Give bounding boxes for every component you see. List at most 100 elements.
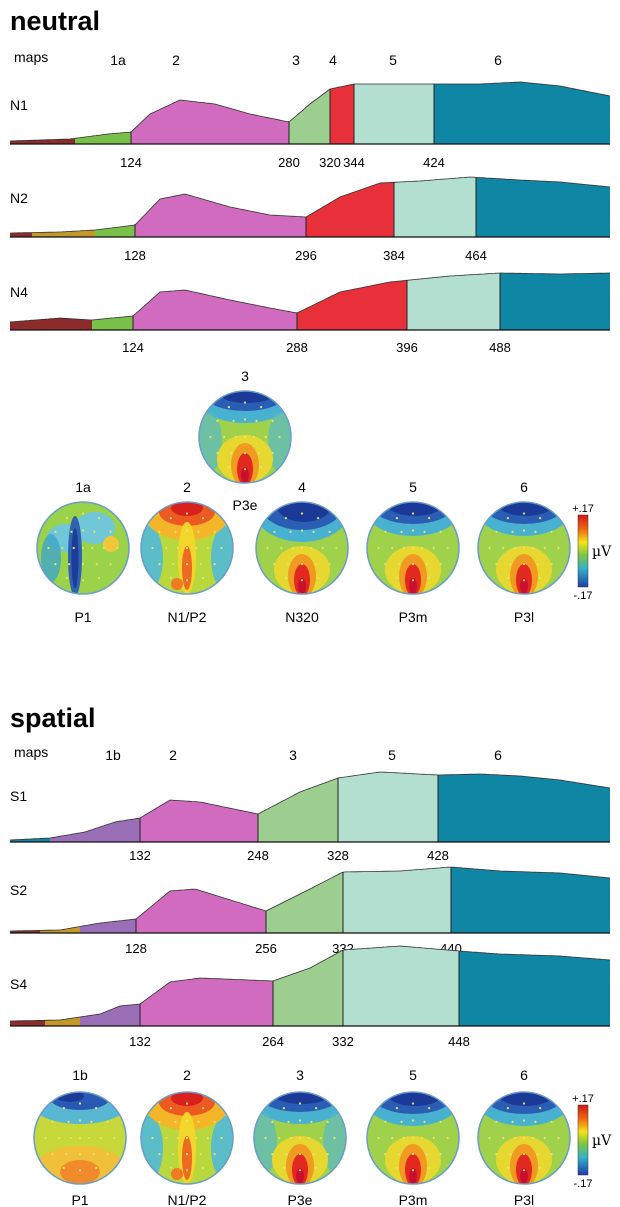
electrode-dot	[384, 1120, 387, 1123]
segment-area	[476, 177, 610, 237]
electrode-dot	[202, 576, 205, 580]
electrode-dot	[532, 546, 535, 550]
topomap-component: N320	[285, 609, 319, 625]
electrode-dot	[234, 435, 237, 439]
electrode-dot	[395, 1166, 398, 1169]
electrode-dot	[423, 1120, 426, 1123]
electrode-dot	[411, 546, 415, 550]
electrode-dot	[102, 546, 105, 550]
electrode-dot	[335, 546, 338, 550]
topomap	[140, 501, 234, 595]
electrode-dot	[300, 512, 304, 515]
boundary-label: 124	[120, 155, 142, 170]
topomap	[140, 1091, 234, 1185]
boundary-label: 132	[129, 1034, 151, 1049]
electrode-dot	[446, 546, 449, 550]
electrode-dot	[398, 1153, 401, 1156]
gfp-curve	[10, 866, 611, 932]
electrode-dot	[81, 546, 85, 550]
boundary-label: 264	[262, 1034, 284, 1049]
electrode-dot	[315, 1107, 318, 1110]
electrode-dot	[308, 1136, 311, 1140]
topomap-2: 2 N1/P2	[140, 479, 234, 625]
electrode-dot	[391, 546, 394, 550]
electrode-dot	[488, 1136, 491, 1140]
electrode-dot	[78, 1153, 82, 1156]
electrode-dot	[506, 1166, 509, 1169]
electrode-dot	[67, 1120, 70, 1123]
colorbar-unit: µV	[592, 544, 612, 560]
segment-area	[45, 1017, 80, 1026]
electrode-dot	[106, 1153, 109, 1156]
segment-area	[10, 838, 50, 842]
electrode-dot	[185, 529, 189, 532]
electrode-dot	[310, 546, 313, 550]
topomap-number: 2	[183, 1067, 191, 1083]
electrode-dot	[539, 517, 542, 520]
electrode-dot	[310, 1120, 313, 1123]
gfp-curve	[10, 176, 611, 234]
segment-area	[434, 82, 610, 144]
segment-area	[500, 273, 610, 330]
electrode-dot	[439, 530, 442, 534]
boundary-label: 448	[448, 1034, 470, 1049]
segment-area	[306, 182, 394, 237]
topomap-1a: 1a P1	[36, 479, 130, 625]
topomap-4: 4 N320	[255, 479, 349, 625]
electrode-dot	[98, 517, 101, 520]
topomap-3: 3 P3e	[198, 368, 292, 513]
boundary-label: 384	[383, 248, 405, 263]
gfp-curve	[9, 272, 610, 323]
boundary-label: 124	[122, 340, 144, 355]
electrode-dot	[158, 1153, 161, 1156]
topomap-6: 6 P3l	[477, 479, 571, 625]
electrode-dot	[78, 1102, 82, 1105]
electrode-dot	[81, 579, 85, 582]
electrode-dot	[91, 546, 94, 550]
electrode-dot	[522, 1102, 526, 1105]
electrode-dot	[185, 1169, 189, 1172]
boundary-label: 428	[427, 848, 449, 863]
segment-header: 6	[494, 52, 502, 68]
segment-area	[50, 832, 85, 842]
segment-header: 5	[389, 52, 397, 68]
electrode-dot	[550, 1153, 553, 1156]
maps-label: maps	[14, 49, 48, 65]
boundary-label: 132	[129, 848, 151, 863]
electrode-dot	[185, 579, 189, 582]
electrode-dot	[62, 1107, 65, 1110]
electrode-dot	[95, 1107, 98, 1110]
electrode-dot	[243, 435, 247, 439]
electrode-dot	[47, 546, 50, 550]
topomap-component: P3e	[288, 1192, 313, 1207]
segment-area	[95, 225, 135, 237]
segmentation-row-N1: N1 124 280 320 344 424	[9, 81, 611, 170]
electrode-dot	[69, 1136, 72, 1140]
topomap	[33, 1091, 127, 1185]
electrode-dot	[513, 546, 516, 550]
electrode-dot	[522, 1119, 526, 1122]
electrode-dot	[185, 512, 189, 515]
segment-header: 4	[329, 52, 337, 68]
electrode-dot	[185, 1136, 189, 1140]
segmentation-row-S4: S4 132 264 332 448	[10, 945, 611, 1049]
electrode-dot	[230, 452, 233, 455]
topomap-component: N1/P2	[168, 1192, 207, 1207]
boundary-label: 128	[125, 941, 147, 956]
electrode-dot	[169, 576, 172, 580]
segment-area	[85, 818, 140, 842]
electrode-dot	[539, 1107, 542, 1110]
electrode-dot	[543, 1136, 546, 1140]
segment-header: 5	[388, 747, 396, 763]
electrode-dot	[328, 563, 331, 566]
electrode-dot	[65, 517, 68, 520]
electrode-dot	[81, 529, 85, 532]
electrode-dot	[506, 576, 509, 580]
electrode-dot	[536, 1153, 539, 1156]
electrode-dot	[202, 1107, 205, 1110]
segment-area	[343, 946, 459, 1026]
topomap	[253, 1091, 347, 1185]
row-label: S2	[10, 882, 27, 898]
topomap	[36, 501, 130, 595]
